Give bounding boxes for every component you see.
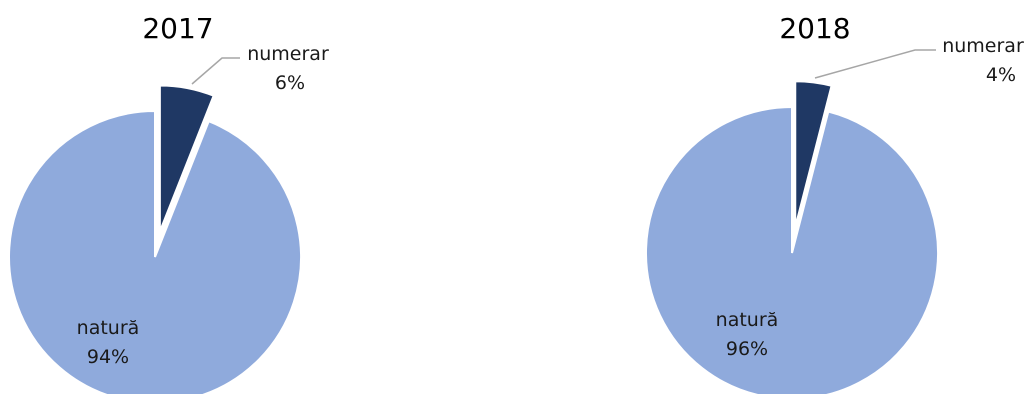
slice-label-2017-natura-name: natură bbox=[77, 317, 140, 339]
leader-line-2017-numerar bbox=[191, 57, 240, 85]
slice-2017-natura bbox=[8, 109, 302, 394]
chart-title-2018: 2018 bbox=[779, 12, 850, 45]
slice-label-2017-numerar-value: 6% bbox=[275, 72, 305, 94]
slice-label-2018-numerar-name: numerar bbox=[942, 35, 1024, 57]
slice-label-2017-numerar-name: numerar bbox=[247, 43, 329, 65]
slice-2017-numerar bbox=[158, 84, 215, 232]
slice-label-2017-natura-value: 94% bbox=[87, 346, 129, 368]
leader-line-2018-numerar bbox=[814, 49, 936, 79]
slice-2018-natura bbox=[644, 105, 939, 394]
pie-chart-2017: 2017 numerar 6% natură 94% bbox=[8, 12, 329, 394]
slice-2018-numerar bbox=[794, 80, 833, 228]
chart-title-2017: 2017 bbox=[142, 12, 213, 45]
slice-label-2018-numerar-value: 4% bbox=[986, 64, 1016, 86]
pie-chart-2018: 2018 numerar 4% natură 96% bbox=[644, 12, 1024, 394]
slice-label-2018-natura-name: natură bbox=[716, 309, 779, 331]
slice-label-2018-natura-value: 96% bbox=[726, 338, 768, 360]
